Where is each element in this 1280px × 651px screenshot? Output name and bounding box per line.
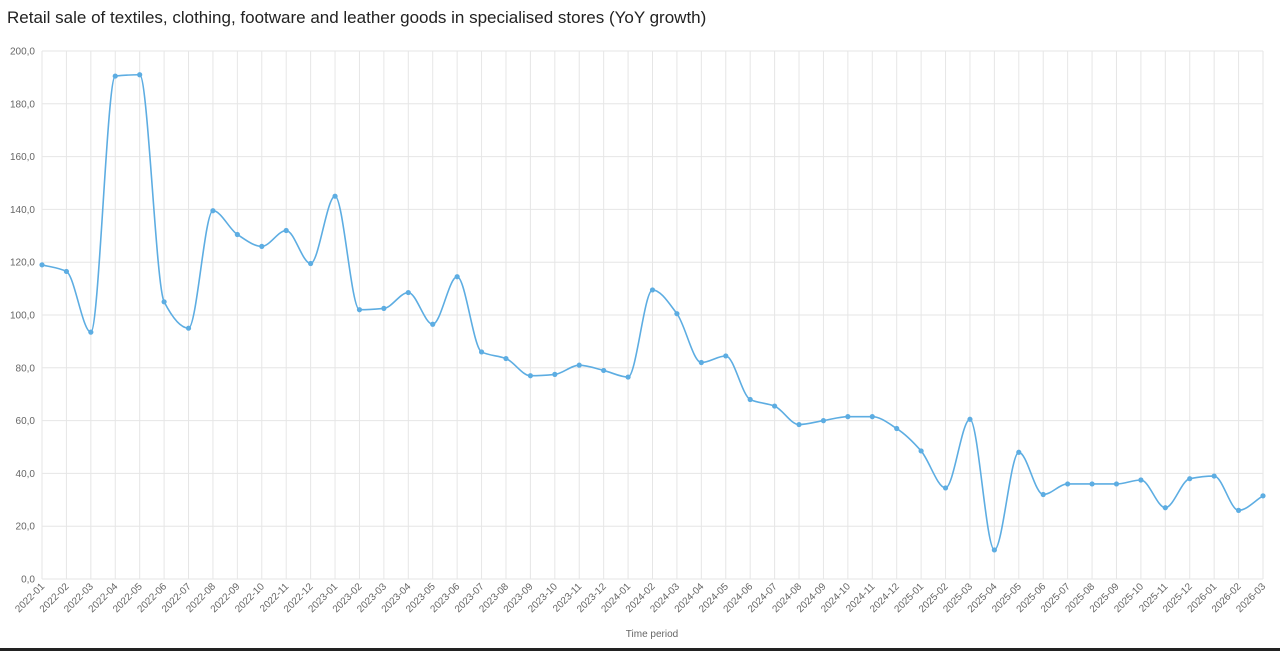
data-point (772, 403, 778, 409)
chart-title: Retail sale of textiles, clothing, footw… (7, 8, 707, 27)
data-point (1089, 481, 1095, 487)
data-point (1187, 476, 1193, 482)
bottom-border (0, 648, 1280, 651)
data-point (576, 362, 582, 368)
data-points (39, 72, 1266, 553)
data-point (137, 72, 143, 78)
data-point (1138, 477, 1144, 483)
data-point (723, 353, 729, 359)
y-tick-label: 100,0 (10, 311, 35, 322)
data-point (894, 425, 900, 432)
data-point (1040, 491, 1046, 498)
data-point (1162, 505, 1168, 511)
data-point (1211, 473, 1217, 479)
data-point (283, 227, 289, 234)
data-point (625, 374, 631, 380)
data-point (991, 547, 997, 553)
y-tick-label: 120,0 (10, 258, 35, 269)
data-point (796, 421, 802, 428)
data-point (820, 418, 827, 424)
data-point (503, 355, 509, 362)
y-tick-label: 0,0 (21, 575, 35, 586)
data-point (234, 231, 240, 238)
x-axis-label: Time period (626, 629, 678, 640)
data-point (356, 307, 363, 313)
data-point (527, 373, 534, 379)
data-point (405, 289, 411, 296)
y-tick-label: 180,0 (10, 99, 35, 110)
data-point (308, 260, 314, 267)
y-tick-label: 20,0 (16, 522, 36, 533)
data-point (918, 448, 924, 454)
data-point (869, 414, 875, 420)
y-tick-label: 40,0 (16, 469, 36, 480)
data-point (1235, 507, 1242, 513)
data-point (1016, 449, 1022, 455)
x-axis-ticks: 2022-012022-022022-032022-042022-052022-… (13, 581, 1268, 615)
data-point (161, 299, 167, 305)
data-point (478, 349, 485, 355)
data-point (1113, 481, 1120, 487)
data-point (967, 416, 973, 422)
data-point (674, 311, 680, 317)
data-point (39, 262, 45, 268)
data-point (601, 367, 607, 374)
y-tick-label: 60,0 (16, 416, 36, 427)
data-point (332, 193, 338, 199)
y-tick-label: 160,0 (10, 152, 35, 163)
data-point (259, 243, 265, 249)
data-point (112, 73, 118, 79)
data-point (747, 396, 753, 403)
y-tick-label: 80,0 (16, 363, 36, 374)
data-point (649, 287, 656, 293)
data-point (845, 414, 851, 420)
data-point (698, 359, 704, 366)
y-tick-label: 200,0 (10, 47, 35, 58)
data-point (381, 305, 387, 311)
data-point (552, 371, 558, 377)
data-point (210, 208, 216, 214)
data-point (185, 325, 192, 331)
data-point (454, 274, 460, 280)
y-tick-label: 140,0 (10, 205, 35, 216)
chart-grid (41, 50, 1264, 580)
data-point (1260, 493, 1266, 499)
data-point (88, 329, 94, 335)
y-axis-ticks: 0,0 20,0 40,0 60,0 80,0 100,0 120,0 140,0 160,0 1… (10, 47, 35, 586)
data-point (63, 268, 70, 275)
data-point (1065, 481, 1071, 487)
data-point (430, 321, 436, 327)
data-point (942, 485, 949, 491)
